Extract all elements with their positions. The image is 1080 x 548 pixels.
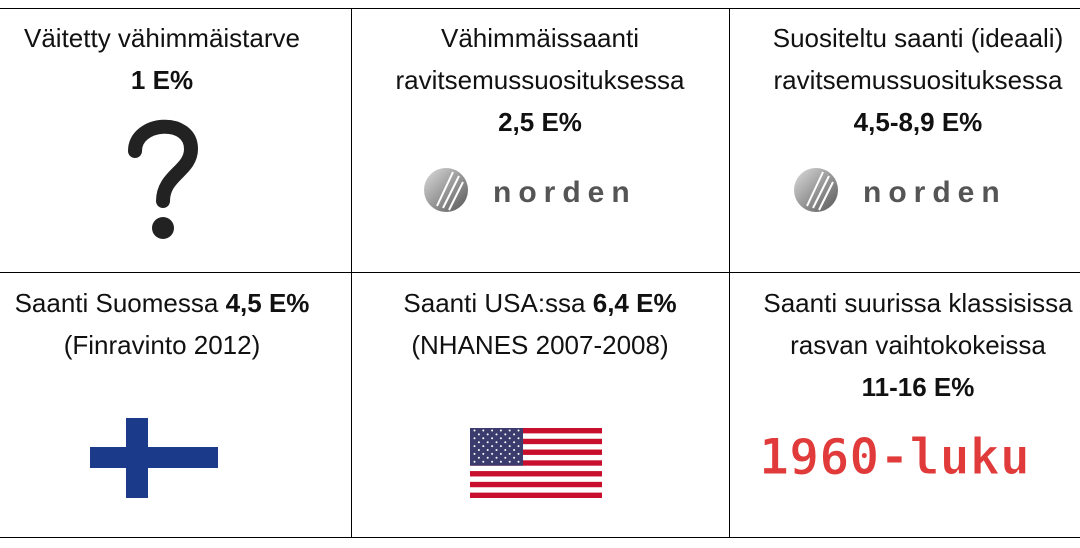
border [0,272,1080,273]
flag-part [508,452,511,455]
question-icon [128,119,199,239]
border [0,8,1080,9]
flag-part [482,452,485,455]
cell-value: 4,5 E% [225,288,310,318]
flag-part [504,449,507,451]
usa-flag [470,428,602,498]
flag-part [499,452,502,455]
cell: Suositeltu saanti (ideaali) ravitsemussu… [729,8,1080,272]
flag-part [517,460,520,463]
flag-part [477,456,480,459]
flag-part [473,452,476,455]
cell-text: Vähimmäissaanti [441,23,639,53]
cell: Vähimmäissaanti ravitsemussuosituksessa … [351,8,729,272]
flag-part [499,437,502,440]
era-badge: 1960-luku [759,428,1030,487]
cell-line: Saanti Suomessa 4,5 E% [0,282,351,324]
cell: Saanti suurissa klassisissa rasvan vaiht… [729,272,1080,538]
flag-part [517,429,520,432]
flag-part [477,433,480,436]
flag-part [513,456,516,459]
cell-value: 2,5 E% [498,107,582,137]
badge-text: 1960-luku [759,428,1030,486]
flag-part [491,429,494,432]
flag-part [499,445,502,448]
cell-text: rasvan vaihtokokeissa [790,330,1046,360]
flag-part [486,449,489,451]
flag-part [473,445,476,448]
flag-part [486,433,489,436]
flag-part [504,441,507,444]
flag-part [470,481,602,488]
flag-part [482,445,485,448]
flag-part [486,441,489,444]
border [351,8,352,538]
border [729,8,730,538]
flag-part [473,437,476,440]
flag-part [499,429,502,432]
flag-part [491,437,494,440]
cell-source: (NHANES 2007-2008) [411,330,669,360]
cell-source: (Finravinto 2012) [63,330,261,360]
flag-part [491,460,494,463]
border [0,537,1080,538]
flag-part [513,433,516,436]
flag-part [508,437,511,440]
logo-text: norden [493,176,637,209]
cell-value: 1 E% [130,65,194,95]
flag-part [491,445,494,448]
flag-part [517,445,520,448]
flag-part [495,433,498,436]
cell: Saanti Suomessa 4,5 E% (Finravinto 2012) [0,272,351,538]
norden-logo: norden [794,168,1007,212]
cell-text: ravitsemussuosituksessa [395,65,685,95]
cell-line: Saanti USA:ssa 6,4 E% [351,282,729,324]
flag-part [513,449,516,451]
flag-part [482,460,485,463]
flag-part [495,441,498,444]
cell-value: 11-16 E% [861,372,975,402]
flag-part [508,429,511,432]
flag-part [499,460,502,463]
flag-part [517,452,520,455]
cell: Väitetty vähimmäistarve 1 E% [0,8,351,272]
logo-text: norden [863,176,1007,209]
flag-part [470,438,602,445]
flag-part [504,433,507,436]
flag-part [473,429,476,432]
flag-part [470,449,602,455]
flag-part [473,460,476,463]
cell-text: Saanti suurissa klassisissa [763,288,1073,318]
norden-logo: norden [424,168,637,212]
flag-part [477,441,480,444]
flag-part [470,492,602,498]
cell: Saanti USA:ssa 6,4 E% (NHANES 2007-2008) [351,272,729,538]
flag-part [495,456,498,459]
flag-part [513,441,516,444]
cell-text: ravitsemussuosituksessa [773,65,1063,95]
flag-part [470,460,602,466]
cell-value: 4,5-8,9 E% [853,107,983,137]
finland-flag [90,418,218,498]
cell-text: Suositeltu saanti (ideaali) [772,23,1064,53]
flag-part [504,456,507,459]
table: Väitetty vähimmäistarve 1 E% Vähimmäissa… [0,8,1080,538]
cell-text: Saanti USA:ssa [403,288,586,318]
flag-part [482,437,485,440]
flag-part [508,445,511,448]
flag-part [470,471,602,477]
flag-part [495,449,498,451]
flag-part [486,456,489,459]
cell-text: Saanti Suomessa [14,288,219,318]
cell-value: 6,4 E% [592,288,677,318]
flag-part [482,429,485,432]
flag-part [508,460,511,463]
flag-part [491,452,494,455]
flag-part [517,437,520,440]
flag-part [470,428,602,434]
cell-text: Väitetty vähimmäistarve [24,23,300,53]
flag-part [477,449,480,451]
